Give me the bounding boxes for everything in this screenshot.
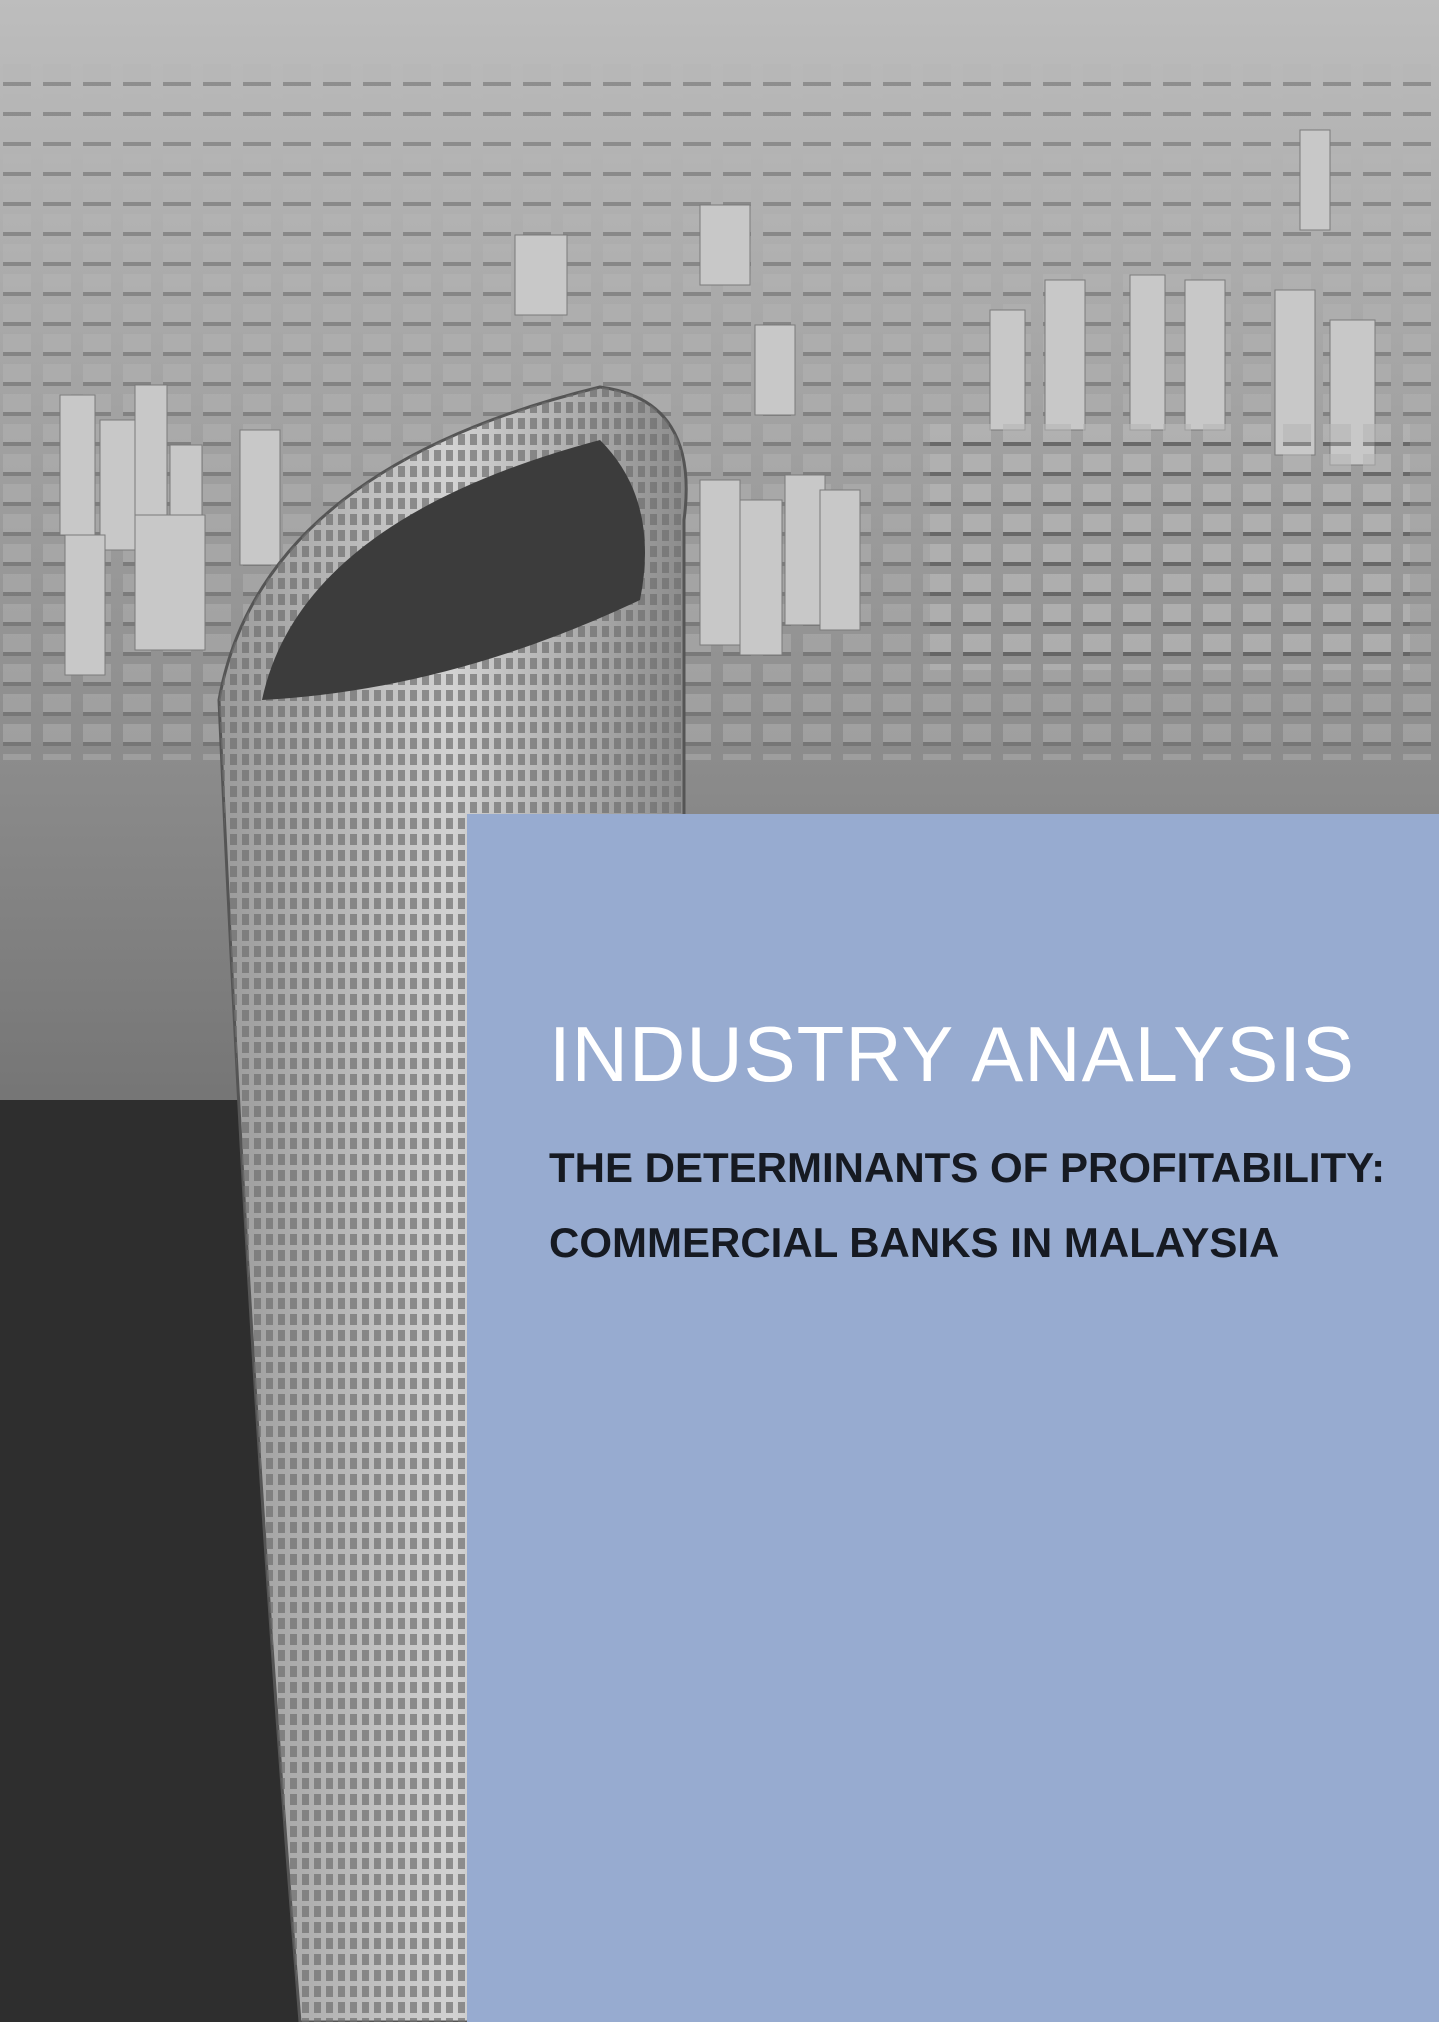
- subtitle-line: COMMERCIAL BANKS IN MALAYSIA: [549, 1219, 1279, 1267]
- title-panel: INDUSTRY ANALYSIS THE DETERMINANTS OF PR…: [467, 814, 1439, 2022]
- document-title: INDUSTRY ANALYSIS: [549, 1009, 1355, 1100]
- cover-page: {"cover": {"title": "INDUSTRY ANALYSIS",…: [0, 0, 1439, 2022]
- subtitle-line: THE DETERMINANTS OF PROFITABILITY:: [549, 1144, 1385, 1192]
